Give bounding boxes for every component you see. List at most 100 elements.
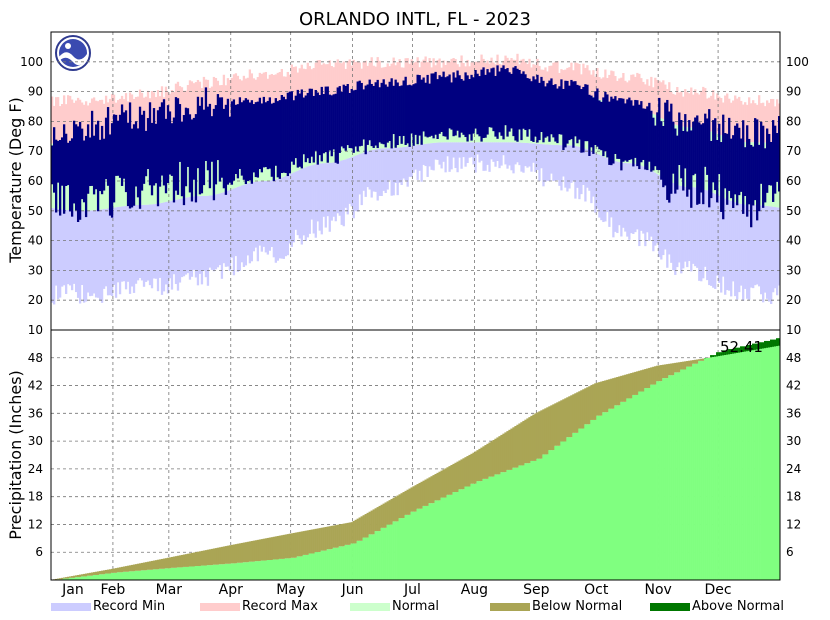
observed-temp-bar [58,139,62,216]
precip-observed-bar [500,472,503,580]
observed-temp-bar [546,83,549,137]
normal-range-bar [178,128,182,199]
below-normal-bar [574,393,577,433]
record-min-bar [98,209,102,301]
below-normal-bar [86,573,90,576]
below-normal-bar [376,507,379,532]
precip-observed-bar [204,565,208,580]
observed-temp-bar [698,122,701,204]
below-normal-bar [270,537,273,560]
below-normal-bar [336,524,339,548]
record-min-bar [584,148,587,202]
below-normal-bar [326,526,329,550]
precip-observed-bar [536,458,539,580]
record-min-bar [246,183,250,256]
below-normal-bar [544,408,547,455]
record-min-bar [586,149,589,188]
record-max-bar [202,76,206,125]
precip-observed-bar [252,561,256,580]
observed-temp-bar [222,108,226,189]
precip-observed-bar [514,467,517,580]
record-max-bar [408,63,411,88]
record-max-bar [572,70,575,92]
precip-observed-bar [228,563,232,580]
record-max-bar [692,94,695,128]
record-min-bar [254,181,258,248]
precip-observed-bar [756,343,759,580]
observed-temp-bar [268,97,271,169]
below-normal-bar [276,536,279,560]
precip-observed-bar [352,543,355,580]
record-min-bar [730,200,733,297]
observed-temp-bar [556,88,559,144]
below-normal-bar [542,409,545,455]
precip-observed-bar [510,469,513,580]
precip-observed-bar [526,463,529,580]
record-max-bar [68,95,72,145]
record-max-bar [376,57,379,90]
record-min-bar [380,148,383,196]
record-min-bar [320,163,323,235]
precip-observed-bar [462,489,465,580]
record-max-bar [710,95,713,132]
observed-temp-bar [188,114,192,193]
precip-observed-bar [598,415,601,580]
below-normal-bar [146,561,150,570]
month-label: Feb [101,582,126,598]
below-normal-bar [60,577,64,580]
record-min-bar [560,145,563,191]
record-min-bar [642,166,645,234]
record-max-bar [378,60,381,89]
observed-temp-bar [198,105,202,195]
record-max-bar [682,96,685,127]
observed-temp-bar [96,120,100,212]
record-min-bar [486,142,489,165]
record-max-bar [630,74,633,107]
precip-observed-bar [102,574,106,580]
below-normal-bar [110,568,114,573]
precip-observed-bar [654,384,657,580]
below-normal-bar [494,438,497,475]
below-normal-bar [96,571,100,575]
observed-temp-bar [256,101,260,178]
below-normal-bar [382,503,385,528]
record-max-bar [276,72,279,111]
record-min-bar [346,158,349,215]
record-min-bar [538,143,541,181]
record-min-bar [520,142,523,172]
record-min-bar [738,203,741,293]
observed-temp-bar [212,108,216,201]
precip-observed-bar [476,481,479,580]
below-normal-bar [530,415,533,461]
observed-temp-bar [420,79,423,145]
record-min-bar [690,186,693,272]
record-max-bar [384,66,387,89]
observed-temp-bar [778,116,781,192]
below-normal-bar [440,470,443,498]
observed-temp-bar [296,89,299,168]
precip-observed-bar [696,363,699,580]
record-min-bar [574,145,577,199]
observed-temp-bar [430,73,433,136]
precip-observed-bar [290,557,293,580]
precip-observed-bar [298,556,301,580]
record-min-bar [378,148,381,196]
record-min-bar [72,210,76,284]
precip-observed-bar [120,572,124,580]
observed-temp-bar [138,106,142,209]
record-min-bar [530,143,533,172]
precip-observed-bar [592,419,595,580]
precip-observed-bar [480,481,483,580]
record-min-bar [80,210,84,286]
precip-observed-bar [394,521,397,580]
precip-observed-bar [446,494,449,580]
record-min-bar [514,142,517,165]
observed-temp-bar [216,94,220,161]
record-min-bar [776,207,779,296]
precip-observed-bar [568,437,571,580]
record-min-bar [774,206,777,289]
record-min-bar [400,147,403,185]
observed-temp-bar [156,110,160,207]
observed-temp-bar [228,116,232,183]
